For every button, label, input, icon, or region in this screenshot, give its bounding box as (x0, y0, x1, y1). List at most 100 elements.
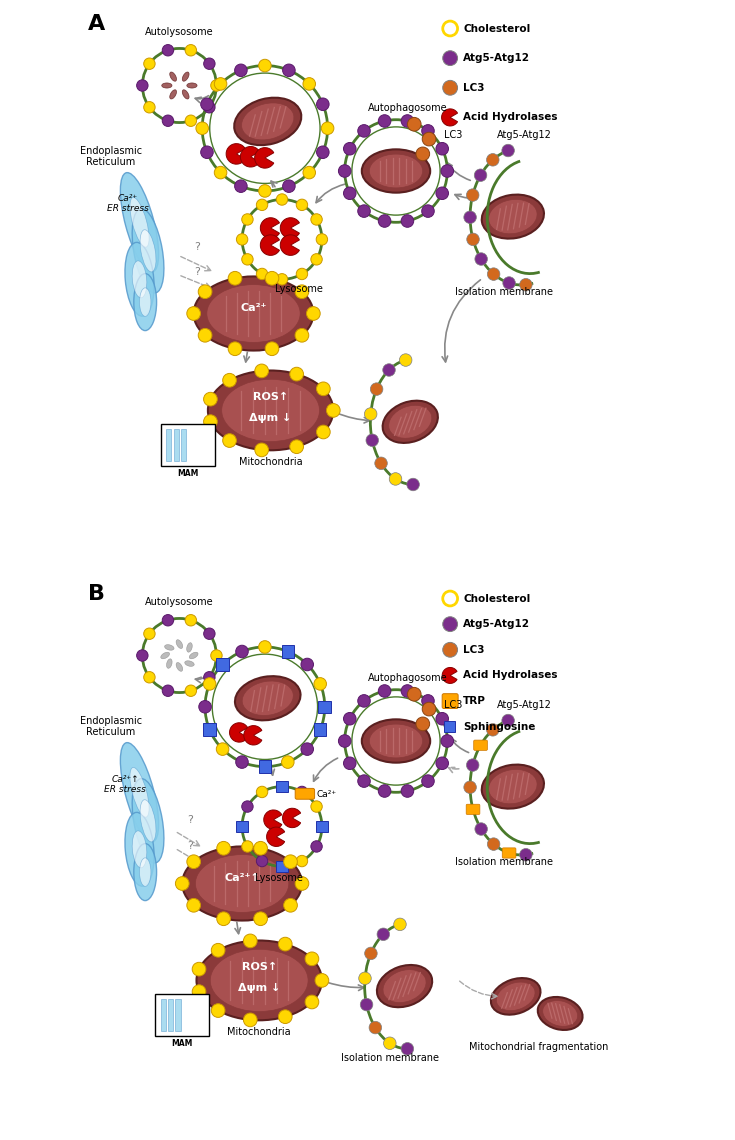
Circle shape (242, 214, 253, 226)
Ellipse shape (362, 149, 430, 193)
Ellipse shape (196, 940, 322, 1020)
Text: A: A (88, 14, 105, 34)
Circle shape (242, 841, 253, 853)
Circle shape (204, 58, 215, 70)
Circle shape (201, 146, 213, 158)
Text: LC3: LC3 (444, 700, 462, 710)
Circle shape (503, 277, 515, 290)
Circle shape (401, 115, 414, 128)
Circle shape (390, 473, 402, 486)
Circle shape (162, 685, 173, 697)
Wedge shape (260, 218, 279, 238)
Circle shape (187, 898, 201, 912)
Text: Atg5-Atg12: Atg5-Atg12 (497, 700, 552, 710)
FancyBboxPatch shape (502, 848, 516, 858)
Circle shape (399, 353, 412, 366)
Circle shape (311, 841, 322, 853)
Circle shape (487, 724, 499, 736)
Circle shape (338, 735, 351, 748)
Ellipse shape (491, 978, 540, 1015)
Text: Ca²⁺: Ca²⁺ (316, 790, 337, 799)
Circle shape (284, 855, 298, 869)
Circle shape (358, 205, 370, 218)
Circle shape (365, 408, 377, 421)
Text: Autophagosome: Autophagosome (368, 673, 447, 683)
Circle shape (422, 132, 436, 146)
Text: TRP: TRP (463, 697, 486, 706)
Ellipse shape (193, 276, 313, 351)
Circle shape (204, 677, 216, 690)
Circle shape (379, 115, 391, 128)
Text: LC3: LC3 (463, 645, 485, 654)
Ellipse shape (189, 652, 198, 659)
Circle shape (198, 328, 212, 342)
Circle shape (474, 169, 487, 181)
Bar (316, 821, 328, 832)
Circle shape (217, 912, 231, 926)
Wedge shape (240, 147, 259, 166)
Wedge shape (280, 218, 299, 238)
Circle shape (176, 877, 189, 890)
Circle shape (475, 253, 487, 266)
Circle shape (343, 187, 356, 200)
Ellipse shape (161, 652, 170, 659)
Circle shape (223, 374, 237, 388)
Circle shape (217, 841, 231, 855)
Ellipse shape (125, 243, 154, 316)
Ellipse shape (489, 200, 537, 234)
Bar (276, 861, 287, 872)
Bar (204, 724, 216, 736)
Text: Cholesterol: Cholesterol (463, 594, 531, 603)
Circle shape (311, 253, 322, 266)
Ellipse shape (369, 724, 423, 758)
Circle shape (379, 214, 391, 227)
Text: Ca²⁺↑
ER stress: Ca²⁺↑ ER stress (104, 775, 146, 795)
Circle shape (370, 383, 383, 396)
Bar (444, 720, 455, 732)
Text: B: B (88, 584, 105, 604)
Text: MAM: MAM (177, 469, 198, 478)
Circle shape (198, 700, 212, 714)
Circle shape (379, 685, 391, 698)
Text: Isolation membrane: Isolation membrane (455, 287, 553, 298)
Circle shape (259, 59, 271, 72)
Ellipse shape (130, 767, 149, 817)
Circle shape (401, 1042, 414, 1056)
Circle shape (441, 164, 453, 177)
Circle shape (338, 164, 351, 177)
Circle shape (254, 912, 268, 926)
Bar (176, 999, 181, 1031)
Circle shape (502, 715, 514, 727)
Bar (276, 781, 287, 792)
Ellipse shape (243, 681, 293, 716)
Circle shape (257, 268, 268, 279)
FancyBboxPatch shape (156, 993, 209, 1035)
Text: Mitochondrial fragmentation: Mitochondrial fragmentation (469, 1042, 608, 1052)
Circle shape (317, 146, 329, 158)
Circle shape (422, 124, 434, 137)
Circle shape (467, 189, 479, 202)
Circle shape (306, 307, 320, 320)
Circle shape (242, 800, 253, 812)
Text: ?: ? (187, 815, 193, 825)
Circle shape (162, 115, 173, 127)
Text: Isolation membrane: Isolation membrane (455, 857, 553, 868)
Ellipse shape (235, 676, 301, 720)
Wedge shape (254, 148, 273, 168)
Circle shape (162, 614, 173, 626)
Circle shape (185, 44, 196, 56)
Circle shape (394, 918, 406, 930)
Circle shape (204, 671, 215, 683)
Circle shape (255, 364, 268, 377)
Circle shape (282, 756, 294, 768)
Ellipse shape (377, 964, 432, 1008)
Circle shape (257, 855, 268, 866)
Text: Acid Hydrolases: Acid Hydrolases (463, 670, 558, 681)
Bar (318, 700, 331, 714)
Circle shape (259, 185, 271, 197)
Wedge shape (260, 235, 279, 255)
Circle shape (279, 937, 292, 951)
Circle shape (137, 650, 148, 661)
Circle shape (422, 775, 434, 788)
Circle shape (317, 425, 330, 439)
